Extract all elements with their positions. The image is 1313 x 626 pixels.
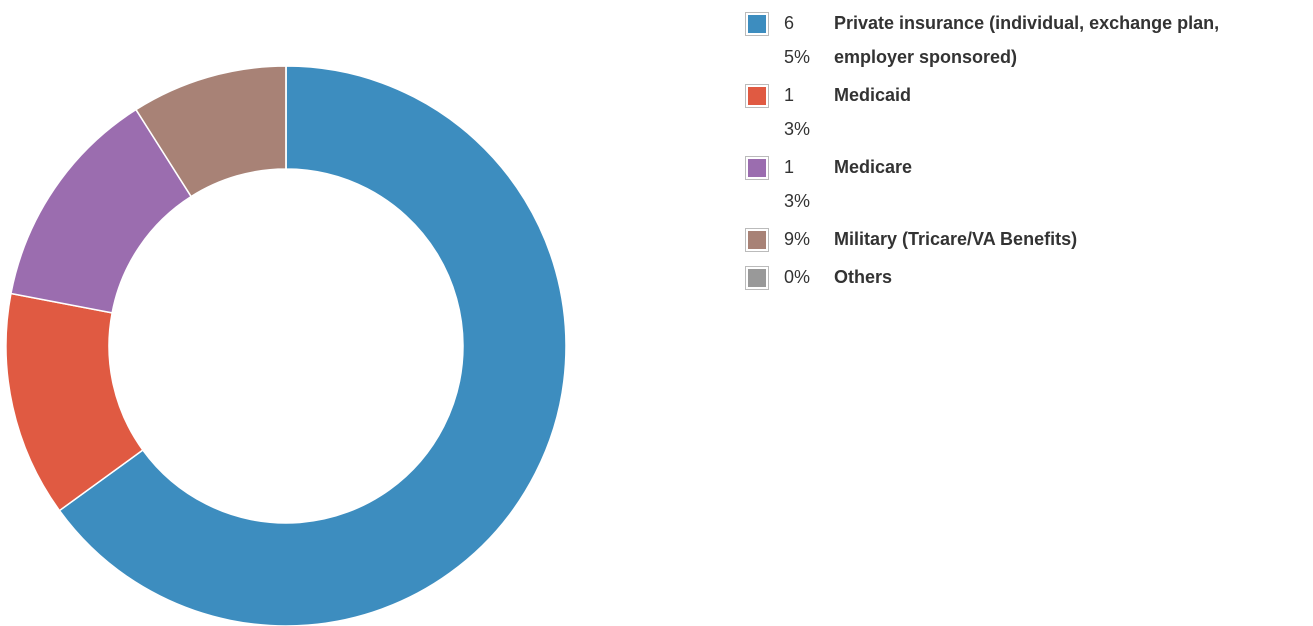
legend-value: 13% (784, 157, 811, 211)
legend-value: 0% (784, 267, 811, 287)
legend-item: 13% Medicaid (745, 78, 1304, 146)
legend: 65% Private insurance (individual, exchan… (745, 6, 1304, 298)
legend-swatch (745, 156, 769, 180)
legend-value: 65% (784, 13, 811, 67)
legend-swatch (745, 12, 769, 36)
legend-item: 13% Medicare (745, 150, 1304, 218)
legend-label: Military (Tricare/VA Benefits) (834, 229, 1078, 249)
donut-chart (5, 65, 567, 626)
legend-swatch (745, 228, 769, 252)
legend-value: 13% (784, 85, 811, 139)
legend-swatch (745, 84, 769, 108)
legend-label: Private insurance (individual, exchange … (834, 13, 1220, 67)
legend-item: 9% Military (Tricare/VA Benefits) (745, 222, 1304, 256)
legend-item: 0% Others (745, 260, 1304, 294)
legend-label: Medicare (834, 157, 913, 177)
legend-item: 65% Private insurance (individual, exchan… (745, 6, 1304, 74)
legend-value: 9% (784, 229, 811, 249)
legend-swatch (745, 266, 769, 290)
legend-label: Others (834, 267, 893, 287)
legend-label: Medicaid (834, 85, 912, 105)
donut-slice (58, 65, 567, 626)
